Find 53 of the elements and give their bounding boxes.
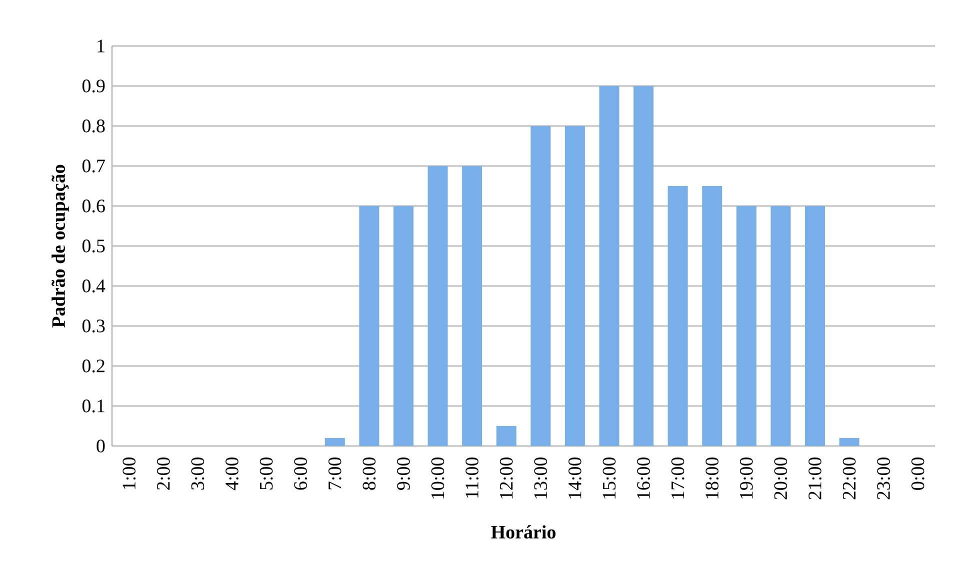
y-tick-label: 0: [96, 440, 105, 452]
bar: [804, 206, 825, 446]
bar: [462, 166, 482, 446]
x-tick-label: 0:00: [911, 458, 924, 490]
x-tick-label: 10:00: [431, 458, 444, 498]
y-tick-label: 0.5: [82, 240, 105, 252]
bar: [736, 206, 756, 446]
x-tick-label: 8:00: [362, 458, 376, 490]
bar: [496, 426, 516, 446]
y-axis-title: Padrão de ocupação: [52, 164, 69, 328]
x-tick-label: 1:00: [122, 458, 136, 489]
x-tick-label: 20:00: [774, 458, 788, 500]
bar: [599, 86, 620, 446]
x-tick-label: 4:00: [226, 458, 238, 490]
x-tick-label: 6:00: [294, 458, 308, 490]
x-tick-label: 5:00: [260, 458, 273, 490]
x-tick-label: 23:00: [877, 458, 890, 500]
bar: [564, 126, 585, 446]
y-tick-label: 0.1: [82, 400, 104, 412]
y-tick-label: 0.7: [82, 160, 105, 172]
bar: [839, 438, 860, 446]
y-tick-label: 0.8: [82, 120, 105, 132]
y-tick-label: 0.3: [82, 320, 105, 332]
x-tick-label: 16:00: [637, 458, 650, 498]
bar: [359, 206, 380, 446]
x-tick-label: 17:00: [671, 458, 684, 498]
y-tick-label: 0.4: [82, 280, 106, 292]
x-tick-label: 7:00: [328, 458, 342, 490]
x-tick-label: 21:00: [808, 458, 822, 500]
x-tick-label: 2:00: [156, 458, 170, 490]
bar: [770, 206, 791, 446]
x-tick-label: 3:00: [191, 458, 204, 490]
bar: [634, 86, 654, 446]
bar: [668, 186, 688, 446]
x-tick-label: 9:00: [397, 458, 410, 490]
x-axis-title: Horário: [491, 525, 556, 539]
bar: [702, 186, 722, 446]
y-tick-label: 0.6: [82, 200, 105, 212]
x-tick-label: 14:00: [568, 458, 582, 498]
x-tick-label: 11:00: [466, 457, 479, 498]
x-tick-label: 12:00: [500, 458, 513, 498]
x-tick-label: 22:00: [842, 458, 856, 500]
bar: [428, 166, 448, 446]
x-tick-label: 18:00: [706, 458, 719, 498]
x-tick-label: 19:00: [740, 458, 753, 498]
y-tick-label: 0.2: [82, 360, 104, 372]
bar: [530, 126, 551, 446]
y-tick-label: 0.9: [82, 80, 105, 92]
y-tick-label: 1: [98, 40, 104, 52]
x-tick-label: 13:00: [534, 458, 548, 498]
bar: [393, 206, 414, 446]
bar: [324, 438, 345, 446]
x-tick-label: 15:00: [602, 458, 616, 498]
